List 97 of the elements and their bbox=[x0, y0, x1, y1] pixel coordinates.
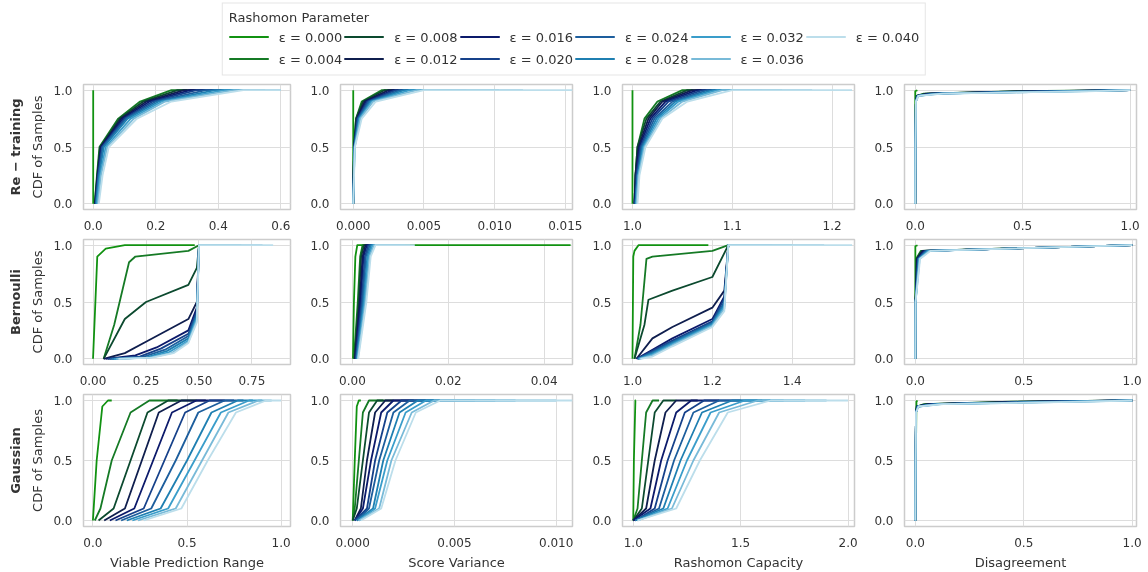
x-tick-label: 0.6 bbox=[271, 218, 291, 233]
x-tick-label: 0.5 bbox=[1014, 373, 1034, 388]
y-tick-label: 1.0 bbox=[53, 394, 73, 408]
y-tick-label: 0.0 bbox=[592, 514, 612, 528]
y-axis-title: CDF of Samples bbox=[30, 408, 46, 512]
legend-title: Rashomon Parameter bbox=[228, 9, 371, 25]
y-tick-label: 0.0 bbox=[874, 352, 894, 367]
x-tick-label: 0.015 bbox=[548, 218, 583, 233]
x-tick-label: 1.2 bbox=[702, 373, 722, 388]
x-tick-label: 0.0 bbox=[905, 373, 925, 388]
y-tick-label: 0.5 bbox=[53, 140, 73, 155]
y-tick-label: 0.0 bbox=[874, 197, 894, 212]
y-tick-label: 1.0 bbox=[310, 394, 330, 408]
y-tick-label: 1.0 bbox=[310, 83, 330, 98]
y-tick-label: 0.5 bbox=[592, 454, 612, 468]
x-tick-label: 0.005 bbox=[406, 218, 442, 233]
x-tick-label: 1.0 bbox=[623, 535, 643, 550]
x-tick-label: 0.5 bbox=[1013, 218, 1033, 233]
y-axis-title: CDF of Samples bbox=[30, 250, 46, 354]
y-tick-label: 1.0 bbox=[310, 238, 330, 253]
y-tick-label: 1.0 bbox=[592, 83, 612, 98]
x-tick-label: 0.00 bbox=[79, 373, 107, 388]
y-tick-label: 1.0 bbox=[874, 83, 894, 98]
y-tick-label: 0.0 bbox=[310, 514, 330, 528]
x-tick-label: 1.5 bbox=[731, 535, 751, 550]
x-axis-title: Rashomon Capacity bbox=[673, 554, 804, 570]
x-tick-label: 1.1 bbox=[722, 218, 742, 233]
y-tick-label: 0.5 bbox=[53, 454, 73, 468]
x-tick-label: 0.0 bbox=[83, 535, 103, 550]
text: Re − training bbox=[7, 98, 23, 196]
legend-label: ε = 0.024 bbox=[625, 29, 689, 44]
x-tick-label: 0.5 bbox=[177, 535, 197, 550]
y-tick-label: 0.0 bbox=[53, 197, 73, 212]
y-tick-label: 0.0 bbox=[310, 352, 330, 367]
x-tick-label: 2.0 bbox=[838, 535, 858, 550]
y-tick-label: 0.5 bbox=[310, 295, 330, 310]
legend-label: ε = 0.016 bbox=[509, 29, 573, 44]
y-tick-label: 0.0 bbox=[592, 197, 612, 212]
x-tick-label: 0.2 bbox=[146, 218, 166, 233]
legend-label: ε = 0.008 bbox=[394, 29, 458, 44]
y-tick-label: 0.0 bbox=[53, 352, 73, 367]
x-axis-title: Score Variance bbox=[408, 554, 505, 570]
x-tick-label: 0.02 bbox=[434, 373, 462, 388]
x-tick-label: 0.010 bbox=[539, 535, 574, 550]
text: Gaussian bbox=[7, 427, 23, 494]
y-tick-label: 1.0 bbox=[53, 238, 73, 253]
legend-label: ε = 0.000 bbox=[278, 29, 343, 44]
x-axis-title: Viable Prediction Range bbox=[109, 554, 265, 570]
x-tick-label: 1.4 bbox=[782, 373, 802, 388]
y-tick-label: 1.0 bbox=[53, 83, 73, 98]
y-tick-label: 0.5 bbox=[874, 140, 894, 155]
legend-label: ε = 0.028 bbox=[625, 51, 689, 66]
x-tick-label: 1.0 bbox=[1122, 535, 1142, 550]
x-tick-label: 0.5 bbox=[1014, 535, 1034, 550]
x-tick-label: 0.25 bbox=[132, 373, 160, 388]
x-tick-label: 0.04 bbox=[530, 373, 558, 388]
x-tick-label: 0.0 bbox=[905, 218, 925, 233]
y-axis-title: CDF of Samples bbox=[30, 95, 46, 199]
y-tick-label: 0.0 bbox=[874, 514, 894, 528]
text: Bernoulli bbox=[7, 269, 23, 335]
x-tick-label: 1.2 bbox=[822, 218, 842, 233]
x-axis-title: Disagreement bbox=[974, 554, 1067, 570]
x-tick-label: 1.0 bbox=[271, 535, 291, 550]
y-tick-label: 0.5 bbox=[592, 295, 612, 310]
y-tick-label: 0.5 bbox=[53, 295, 73, 310]
legend-label: ε = 0.040 bbox=[855, 29, 920, 44]
x-tick-label: 0.000 bbox=[335, 535, 370, 550]
y-tick-label: 0.0 bbox=[310, 197, 330, 212]
legend-label: ε = 0.004 bbox=[278, 51, 343, 66]
x-tick-label: 0.00 bbox=[339, 373, 366, 388]
y-tick-label: 0.0 bbox=[592, 352, 612, 367]
y-tick-label: 1.0 bbox=[592, 394, 612, 408]
legend-label: ε = 0.036 bbox=[740, 51, 804, 66]
x-tick-label: 0.000 bbox=[336, 218, 371, 233]
x-tick-label: 1.0 bbox=[622, 373, 643, 388]
legend-label: ε = 0.020 bbox=[509, 51, 573, 66]
y-tick-label: 0.0 bbox=[53, 514, 73, 528]
x-tick-label: 0.0 bbox=[83, 218, 103, 233]
y-tick-label: 0.5 bbox=[874, 454, 894, 468]
x-tick-label: 1.0 bbox=[1120, 218, 1140, 233]
x-tick-label: 1.0 bbox=[1122, 373, 1142, 388]
legend-label: ε = 0.012 bbox=[394, 51, 458, 66]
y-tick-label: 1.0 bbox=[874, 394, 894, 408]
y-tick-label: 1.0 bbox=[592, 238, 612, 253]
y-tick-label: 0.5 bbox=[310, 454, 330, 468]
x-tick-label: 0.005 bbox=[437, 535, 472, 550]
y-tick-label: 0.5 bbox=[310, 140, 330, 155]
y-tick-label: 0.5 bbox=[592, 140, 612, 155]
legend-label: ε = 0.032 bbox=[740, 29, 804, 44]
x-tick-label: 0.50 bbox=[185, 373, 213, 388]
x-tick-label: 0.010 bbox=[477, 218, 512, 233]
x-tick-label: 0.4 bbox=[208, 218, 228, 233]
y-tick-label: 1.0 bbox=[874, 238, 894, 253]
x-tick-label: 0.0 bbox=[905, 535, 925, 550]
y-tick-label: 0.5 bbox=[874, 295, 894, 310]
x-tick-label: 0.75 bbox=[238, 373, 266, 388]
x-tick-label: 1.0 bbox=[622, 218, 643, 233]
